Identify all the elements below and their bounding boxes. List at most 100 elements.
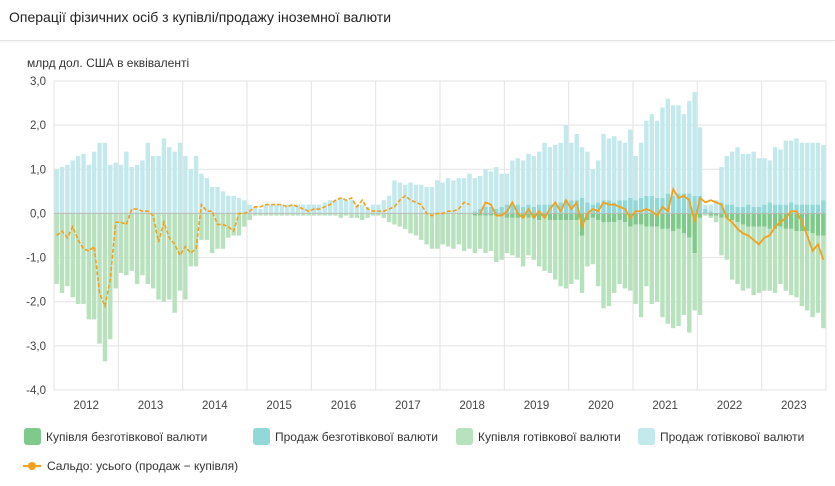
bar-cash-buy <box>660 228 665 318</box>
bar-cashless-sell <box>735 206 740 214</box>
bar-cashless-buy <box>708 213 713 216</box>
bar-cash-buy <box>220 213 226 249</box>
bar-cash-buy <box>558 220 563 287</box>
bar-cashless-buy <box>697 213 703 218</box>
bar-cash-buy <box>478 215 483 249</box>
bar-cash-buy <box>494 215 499 262</box>
bar-cash-buy <box>751 226 756 296</box>
bar-cashless-sell <box>563 200 569 214</box>
bar-cash-sell <box>606 138 612 201</box>
bar-cash-sell <box>756 158 762 207</box>
legend-cashless-buy[interactable]: Купівля безготівкової валюти <box>24 428 207 445</box>
bar-cash-buy <box>209 213 215 254</box>
bar-cash-buy <box>778 226 783 285</box>
bar-cash-buy <box>595 220 601 287</box>
bar-cash-buy <box>815 235 821 313</box>
bar-cash-sell <box>376 204 381 214</box>
bar-cash-buy <box>783 228 788 291</box>
legend-cash-buy[interactable]: Купівля готівкової валюти <box>456 428 621 445</box>
bar-cash-sell <box>231 195 236 214</box>
bar-cash-sell <box>381 200 386 214</box>
bar-cash-buy <box>59 213 65 293</box>
bar-cashless-buy <box>671 213 676 232</box>
bar-cash-buy <box>226 213 231 238</box>
legend-cash-sell[interactable]: Продаж готівкової валюти <box>638 428 804 445</box>
y-tick-label: 1,0 <box>30 164 46 176</box>
bar-cash-sell <box>740 153 746 207</box>
bar-cash-buy <box>724 217 730 260</box>
bar-cash-sell <box>204 178 209 214</box>
bar-cash-sell <box>622 142 628 201</box>
bar-cash-sell <box>161 138 167 214</box>
bar-cash-buy <box>435 213 440 249</box>
bar-cash-sell <box>783 140 788 205</box>
bar-cash-sell <box>75 156 81 214</box>
bar-cashless-buy <box>810 213 815 234</box>
bar-cashless-buy <box>729 213 735 221</box>
bar-cash-buy <box>322 213 327 216</box>
bar-cash-buy <box>204 213 209 240</box>
bar-cashless-sell <box>644 195 649 214</box>
bar-cash-sell <box>370 204 376 214</box>
bar-cashless-sell <box>585 202 590 214</box>
x-tick-label: 2023 <box>781 400 807 410</box>
bar-cash-sell <box>799 142 805 205</box>
title-divider <box>0 40 835 41</box>
bar-cash-sell <box>713 200 719 214</box>
bar-cash-sell <box>54 169 59 214</box>
bar-cashless-buy <box>595 213 601 221</box>
bar-cash-buy <box>156 213 161 300</box>
legend-cashless-sell[interactable]: Продаж безготівкової валюти <box>253 428 438 445</box>
bar-cash-sell <box>343 200 349 214</box>
bar-cashless-buy <box>783 213 788 229</box>
bar-cash-buy <box>172 213 177 313</box>
bar-cash-sell <box>478 175 483 210</box>
bar-cash-sell <box>172 151 177 214</box>
legend-balance[interactable]: Сальдо: усього (продаж − купівля) <box>22 459 238 473</box>
bar-cash-sell <box>815 142 821 205</box>
bar-cashless-sell <box>815 204 821 214</box>
bar-cash-buy <box>799 231 805 307</box>
bar-cashless-sell <box>606 200 612 214</box>
bar-cash-buy <box>317 213 322 216</box>
bar-cash-buy <box>520 217 526 267</box>
bar-cashless-buy <box>510 213 515 218</box>
x-tick-label: 2014 <box>202 400 228 410</box>
bar-cashless-buy <box>687 213 692 238</box>
bar-cashless-sell <box>719 202 724 214</box>
bar-cash-buy <box>633 224 638 304</box>
bar-cash-sell <box>654 120 660 198</box>
bar-cashless-sell <box>595 202 601 214</box>
bar-cashless-buy <box>713 213 719 216</box>
bar-cashless-sell <box>740 206 746 214</box>
bar-cashless-buy <box>488 213 494 216</box>
bar-cashless-sell <box>799 204 805 214</box>
bar-cash-buy <box>461 213 467 251</box>
bar-cashless-sell <box>821 200 826 214</box>
bar-cashless-buy <box>751 213 756 227</box>
bar-cash-buy <box>445 213 451 247</box>
bar-cash-buy <box>467 213 472 249</box>
bar-cash-sell <box>638 142 644 198</box>
legend-label: Продаж безготівкової валюти <box>275 429 438 444</box>
bar-cashless-sell <box>708 211 713 214</box>
bar-cash-sell <box>386 195 392 214</box>
bar-cashless-buy <box>772 213 778 229</box>
bar-cash-sell <box>644 120 649 196</box>
bar-cash-sell <box>268 204 274 214</box>
bar-cash-buy <box>306 213 311 216</box>
chart-plot: 3,0 2,0 1,0 0,0 -1,0 -2,0 -3,0 -4,0 2012 2013 2014… <box>26 76 827 410</box>
bar-cash-sell <box>193 156 199 214</box>
bar-cash-sell <box>633 156 638 201</box>
bar-cash-buy <box>488 215 494 251</box>
bar-cash-buy <box>617 220 622 285</box>
bar-cash-buy <box>681 233 687 315</box>
bar-cash-buy <box>150 213 156 289</box>
bar-cash-buy <box>338 213 344 218</box>
bar-cash-sell <box>665 98 671 194</box>
bar-cash-buy <box>628 226 633 291</box>
bar-cash-buy <box>70 213 75 298</box>
bar-cash-sell <box>590 169 595 205</box>
bar-cash-sell <box>697 127 703 196</box>
bar-cash-buy <box>504 217 510 254</box>
